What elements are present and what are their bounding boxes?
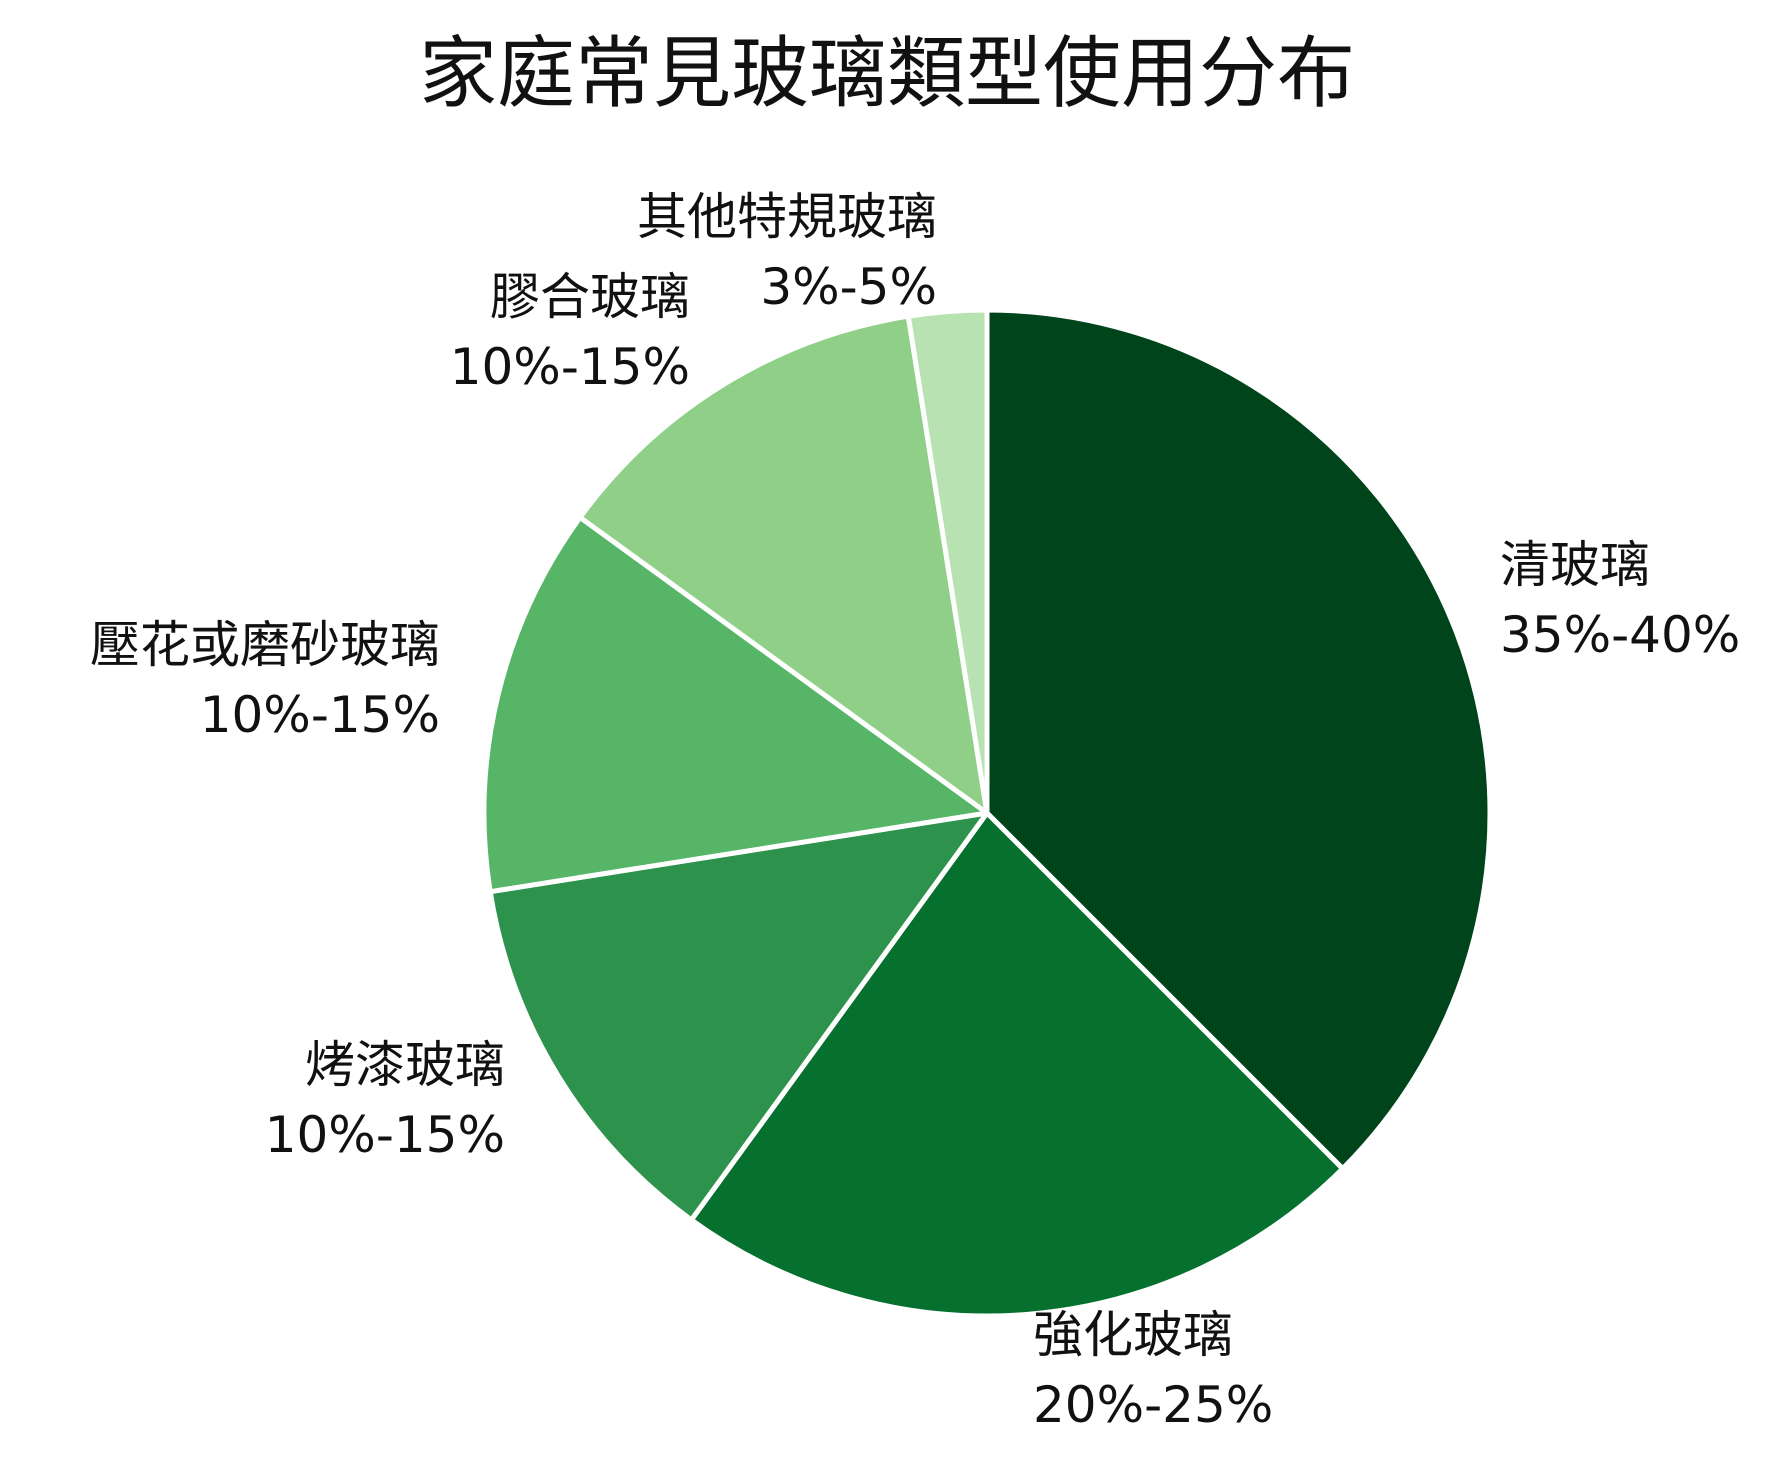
pie-slice — [487, 810, 990, 1223]
pie-slice — [577, 313, 990, 816]
slice-label-value: 10%-15% — [200, 686, 440, 744]
pie-slice — [984, 307, 1493, 1172]
slice-label-value: 20%-25% — [1033, 1376, 1273, 1434]
pie-labels: 清玻璃 35%-40% 強化玻璃 20%-25% 烤漆玻璃 10%-15% 壓花或磨砂玻璃 1… — [90, 188, 1740, 1434]
slice-label-value: 10%-15% — [265, 1106, 505, 1164]
pie-slices — [481, 307, 1493, 1319]
slice-label-name: 強化玻璃 — [1033, 1306, 1233, 1364]
slice-label-name: 壓花或磨砂玻璃 — [90, 616, 440, 674]
slice-label-name: 清玻璃 — [1500, 536, 1650, 594]
slice-label-value: 3%-5% — [760, 258, 937, 316]
slice-label-name: 烤漆玻璃 — [305, 1036, 505, 1094]
pie-slice — [688, 810, 1346, 1319]
slice-label-name: 其他特規玻璃 — [637, 188, 937, 246]
pie-slice — [905, 307, 990, 816]
pie-slice — [481, 514, 990, 895]
slice-label-value: 10%-15% — [450, 338, 690, 396]
chart-title: 家庭常見玻璃類型使用分布 — [418, 29, 1355, 119]
slice-label-name: 膠合玻璃 — [490, 268, 690, 326]
slice-label-value: 35%-40% — [1500, 606, 1740, 664]
